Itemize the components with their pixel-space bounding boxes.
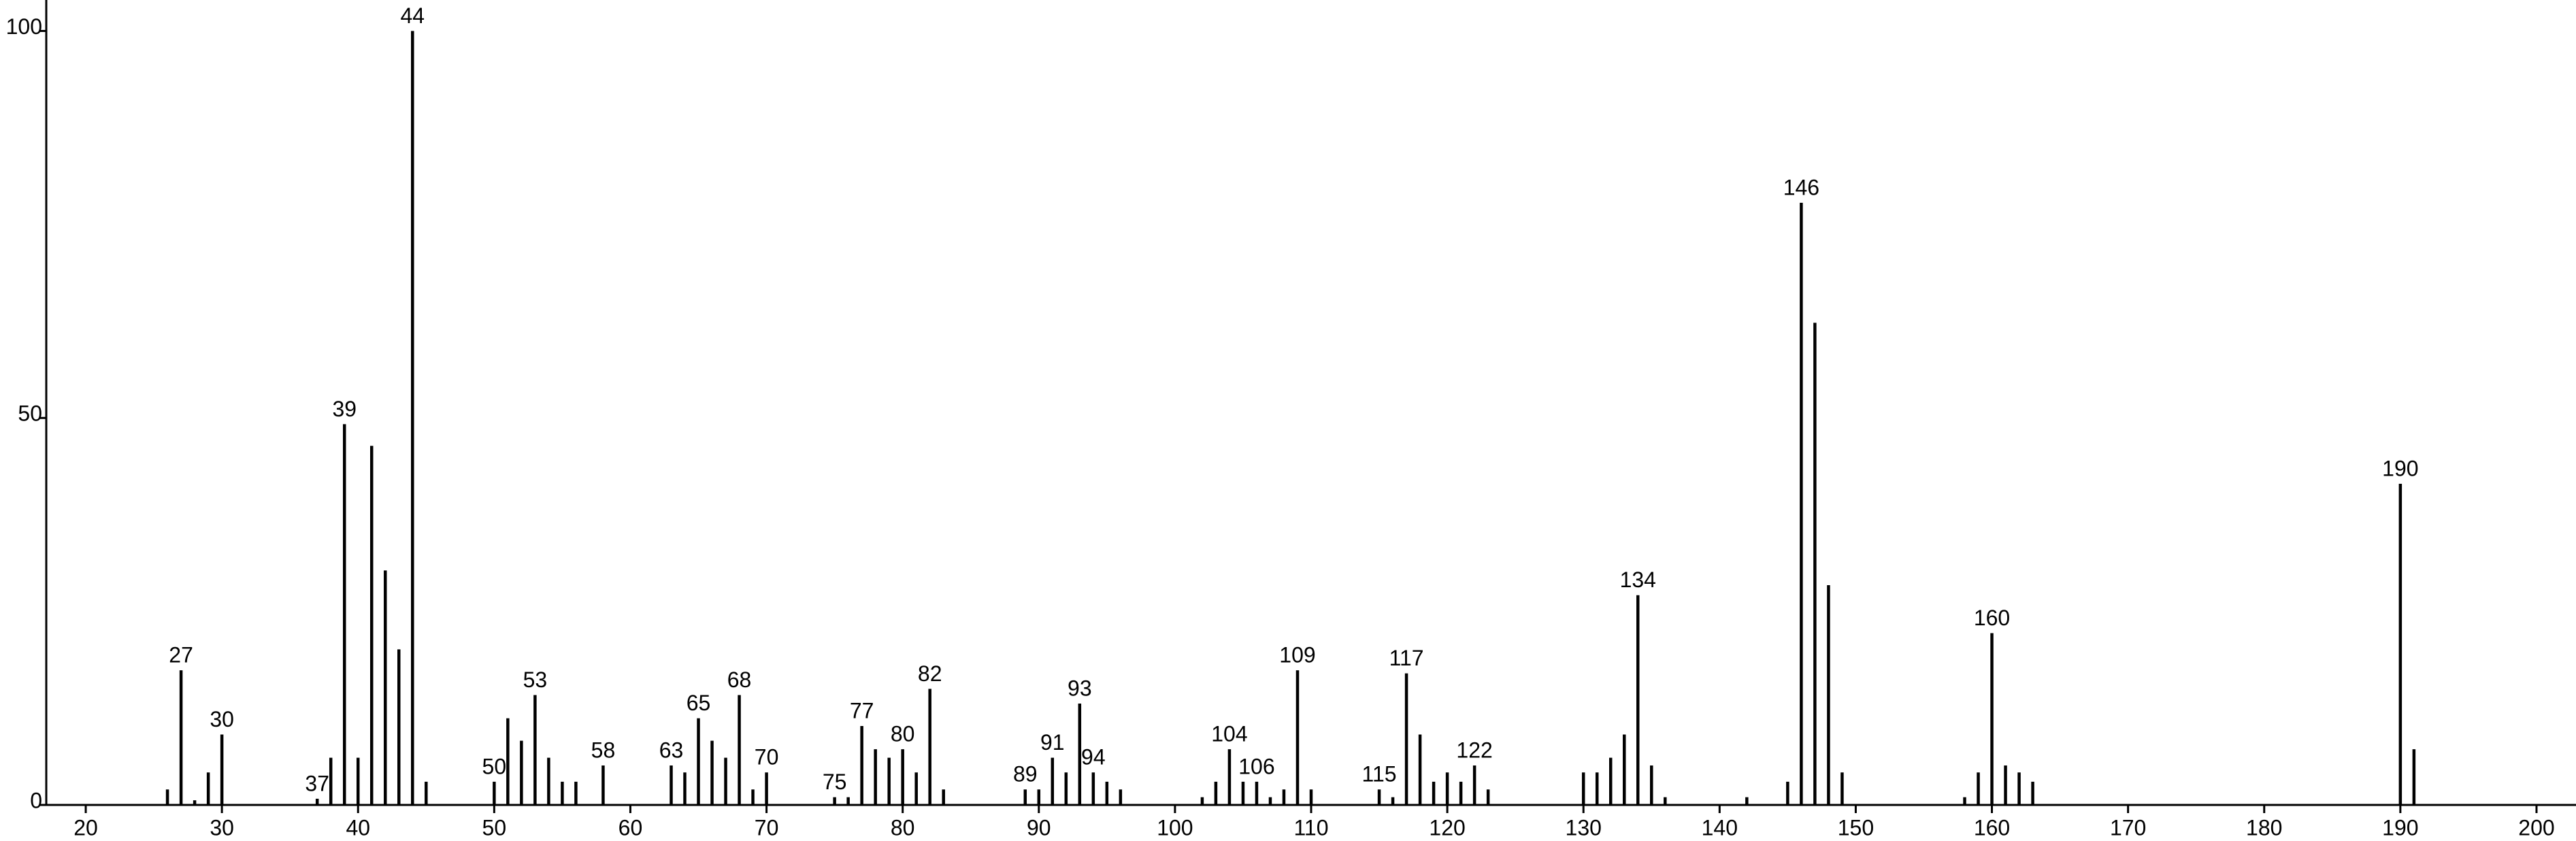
peak-label: 70 <box>755 745 779 770</box>
peak-label: 93 <box>1068 676 1092 700</box>
peak-label: 80 <box>891 722 915 746</box>
peak-label: 39 <box>332 397 357 421</box>
x-tick-label: 190 <box>2382 815 2418 840</box>
x-tick-label: 50 <box>482 815 507 840</box>
x-tick-label: 30 <box>210 815 234 840</box>
peak-label: 109 <box>1279 643 1315 667</box>
peak-label: 115 <box>1362 762 1397 787</box>
peak-label: 63 <box>659 738 684 762</box>
x-tick-label: 60 <box>618 815 643 840</box>
peak-label: 53 <box>523 667 548 692</box>
x-tick-label: 180 <box>2246 815 2282 840</box>
peak-label: 27 <box>169 643 193 667</box>
peak-label: 30 <box>210 707 234 731</box>
peak-label: 82 <box>918 661 942 686</box>
peak-label: 134 <box>1620 567 1656 592</box>
peak-label: 44 <box>400 3 425 28</box>
x-tick-label: 80 <box>891 815 915 840</box>
peak-label: 65 <box>687 691 711 715</box>
x-tick-label: 40 <box>346 815 370 840</box>
x-tick-label: 70 <box>755 815 779 840</box>
peak-label: 117 <box>1389 646 1424 670</box>
x-tick-label: 130 <box>1566 815 1602 840</box>
x-tick-label: 200 <box>2518 815 2554 840</box>
x-tick-label: 90 <box>1027 815 1051 840</box>
peak-label: 122 <box>1456 738 1492 762</box>
y-tick-label: 0 <box>30 788 42 812</box>
peak-label: 146 <box>1783 175 1819 199</box>
peak-label: 75 <box>823 770 847 794</box>
x-tick-label: 20 <box>73 815 98 840</box>
peak-label: 77 <box>850 698 874 723</box>
peak-label: 37 <box>305 771 329 795</box>
peak-label: 104 <box>1211 722 1247 746</box>
x-tick-label: 150 <box>1838 815 1874 840</box>
y-tick-label: 100 <box>6 14 42 39</box>
x-tick-label: 170 <box>2110 815 2146 840</box>
peak-label: 94 <box>1081 745 1106 770</box>
peak-label: 50 <box>482 754 507 778</box>
peak-label: 160 <box>1974 606 2010 630</box>
x-tick-label: 140 <box>1702 815 1738 840</box>
peak-label: 91 <box>1040 730 1065 755</box>
x-tick-label: 110 <box>1293 815 1328 840</box>
x-tick-label: 100 <box>1157 815 1193 840</box>
peak-label: 106 <box>1238 754 1274 778</box>
x-tick-label: 120 <box>1429 815 1465 840</box>
peak-label: 89 <box>1013 762 1038 787</box>
peak-label: 190 <box>2382 456 2418 480</box>
y-tick-label: 50 <box>18 401 42 426</box>
peak-label: 68 <box>727 667 752 692</box>
peak-label: 58 <box>591 738 616 762</box>
x-tick-label: 160 <box>1974 815 2010 840</box>
